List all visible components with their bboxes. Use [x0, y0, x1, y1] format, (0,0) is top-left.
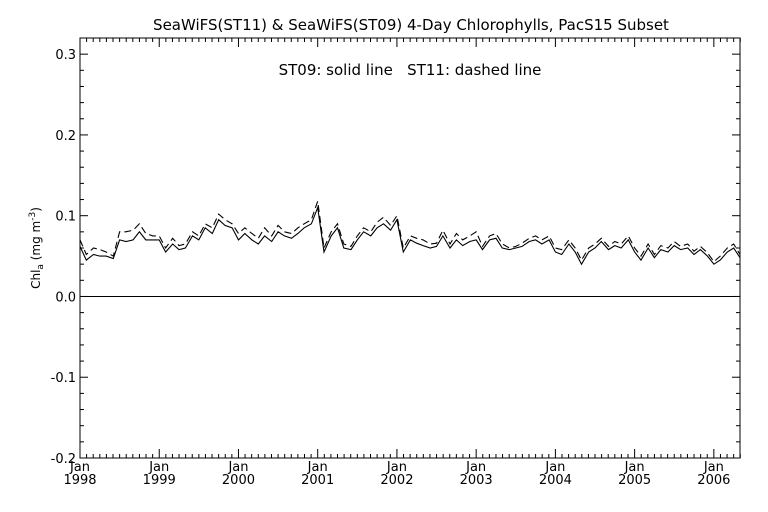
x-tick-month: Jan	[544, 460, 565, 475]
y-axis-label-sub: a	[36, 264, 46, 270]
x-tick-year: 1999	[143, 473, 176, 488]
x-tick-month: Jan	[307, 460, 328, 475]
x-tick-month: Jan	[148, 460, 169, 475]
x-tick-year: 2000	[222, 473, 255, 488]
y-axis-label-sup: -3	[28, 212, 38, 221]
series-group	[79, 201, 741, 266]
plot-frame	[79, 37, 741, 459]
x-tick-month: Jan	[386, 460, 407, 475]
y-axis-label-base: Chl	[29, 270, 43, 289]
y-tick-label: -0.2	[51, 452, 76, 467]
y-axis-label-unit-close: )	[29, 207, 43, 212]
y-tick-label: 0.1	[55, 210, 76, 225]
x-tick-year: 2006	[697, 473, 730, 488]
y-axis-label-unit-open: (mg m	[29, 221, 43, 264]
y-axis: -0.2 -0.1 0.0 0.1 0.2 0.3	[51, 37, 740, 467]
y-tick-label: 0.2	[55, 129, 76, 144]
x-tick-month: Jan	[69, 460, 90, 475]
x-tick-year: 2001	[301, 473, 334, 488]
series-line-st11	[79, 201, 741, 263]
y-tick-label: 0.3	[55, 48, 76, 63]
x-tick-month: Jan	[227, 460, 248, 475]
x-axis: Jan1998Jan1999Jan2000Jan2001Jan2002Jan20…	[63, 38, 741, 488]
x-tick-year: 2002	[380, 473, 413, 488]
legend-annotation: ST09: solid line ST11: dashed line	[279, 61, 542, 79]
x-tick-year: 2003	[460, 473, 493, 488]
x-tick-year: 2004	[539, 473, 572, 488]
x-tick-month: Jan	[703, 460, 724, 475]
y-axis-label: Chla (mg m-3)	[28, 207, 46, 289]
series-line-st09	[79, 205, 741, 266]
x-tick-month: Jan	[624, 460, 645, 475]
y-tick-label: -0.1	[51, 371, 76, 386]
y-tick-label: 0.0	[55, 290, 76, 305]
chart-title: SeaWiFS(ST11) & SeaWiFS(ST09) 4-Day Chlo…	[153, 16, 669, 34]
x-tick-month: Jan	[465, 460, 486, 475]
x-tick-year: 2005	[618, 473, 651, 488]
x-tick-year: 1998	[63, 473, 96, 488]
